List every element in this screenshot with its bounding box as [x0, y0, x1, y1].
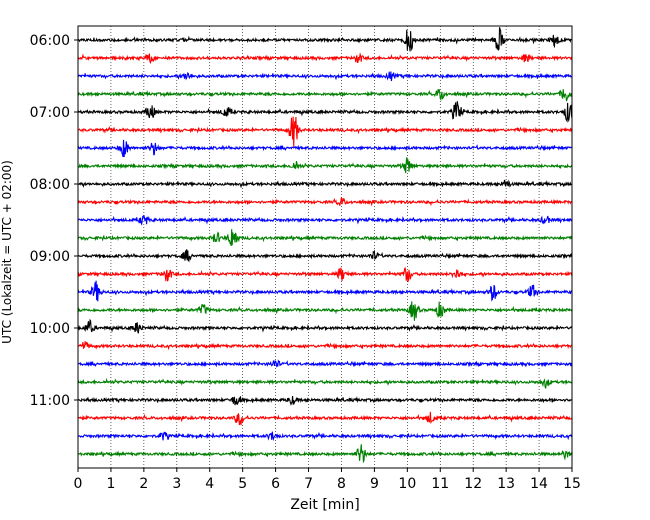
- trace-0745: [77, 157, 573, 174]
- x-tick-label: 10: [398, 476, 416, 492]
- trace-0730: [77, 139, 573, 158]
- x-tick-label: 14: [530, 476, 548, 492]
- trace-1015: [77, 341, 573, 351]
- trace-0600: [77, 27, 573, 52]
- plot-frame: [77, 25, 573, 469]
- x-tick-label: 9: [370, 476, 379, 492]
- y-axis-ticks: 06:00 07:00 08:00 09:00 10:00 11:00: [30, 33, 78, 409]
- x-tick-label: 0: [74, 476, 83, 492]
- x-tick-label: 11: [431, 476, 449, 492]
- trace-1030: [77, 359, 573, 369]
- x-tick-label: 6: [271, 476, 280, 492]
- x-tick-label: 4: [205, 476, 214, 492]
- trace-0845: [77, 229, 573, 247]
- x-tick-label: 13: [497, 476, 515, 492]
- y-tick-label: 09:00: [30, 249, 70, 265]
- x-axis-ticks: 0 1 2 3 4 5 6 7 8 9 10 11 12 13 14 15: [74, 468, 581, 492]
- trace-1100: [77, 396, 573, 406]
- x-tick-label: 15: [563, 476, 581, 492]
- y-tick-label: 07:00: [30, 105, 70, 121]
- trace-0930: [77, 280, 573, 302]
- x-tick-label: 5: [238, 476, 247, 492]
- y-tick-label: 10:00: [30, 321, 70, 337]
- trace-0830: [77, 214, 573, 226]
- trace-1145: [77, 444, 573, 464]
- trace-0615: [77, 52, 573, 65]
- y-tick-label: 06:00: [30, 33, 70, 49]
- trace-0915: [77, 266, 573, 283]
- trace-1000: [77, 318, 573, 334]
- trace-0715: [77, 116, 573, 147]
- x-tick-label: 8: [337, 476, 346, 492]
- x-axis-label: Zeit [min]: [290, 497, 359, 513]
- trace-1115: [77, 411, 573, 426]
- x-tick-label: 12: [464, 476, 482, 492]
- trace-0815: [77, 197, 573, 207]
- trace-series: [77, 27, 573, 464]
- trace-0900: [77, 249, 573, 263]
- trace-0800: [77, 179, 573, 189]
- trace-0645: [77, 89, 573, 102]
- trace-0700: [77, 101, 573, 123]
- x-tick-label: 7: [304, 476, 313, 492]
- trace-1045: [77, 377, 573, 389]
- x-tick-label: 3: [172, 476, 181, 492]
- y-tick-label: 08:00: [30, 177, 70, 193]
- x-tick-label: 2: [139, 476, 148, 492]
- trace-0945: [77, 301, 573, 321]
- y-tick-label: 11:00: [30, 393, 70, 409]
- trace-0630: [77, 71, 573, 82]
- trace-1130: [77, 431, 573, 442]
- x-tick-label: 1: [106, 476, 115, 492]
- y-axis-label: UTC (Lokalzeit = UTC + 02:00): [0, 160, 14, 344]
